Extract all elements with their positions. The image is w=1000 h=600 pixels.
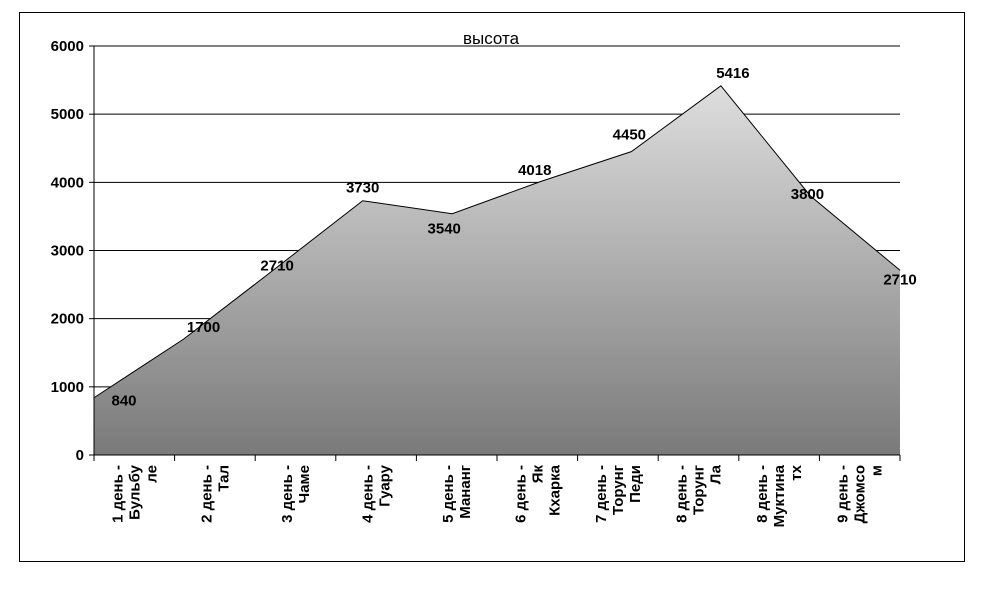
x-tick-label: 6 день - (512, 465, 529, 523)
x-tick-label: Торунг (610, 465, 627, 515)
data-label: 3800 (791, 186, 824, 203)
area-fill (94, 85, 900, 456)
data-label: 840 (111, 393, 136, 410)
x-tick-label: тх (788, 464, 805, 480)
series-line (93, 85, 901, 399)
x-tick-label: 3 день - (279, 465, 296, 523)
x-tick-label: 2 день - (198, 465, 215, 523)
x-tick-label: Ла (708, 464, 725, 484)
x-tick-label: Тал (215, 465, 232, 492)
x-tick-label: 1 день - (109, 465, 126, 523)
x-tick-label: 5 день - (440, 465, 457, 523)
data-label: 1700 (187, 319, 220, 336)
y-tick-label: 3000 (51, 243, 84, 260)
y-tick-label: 0 (76, 447, 84, 464)
data-label: 3540 (428, 221, 461, 238)
x-tick-label: Муктина (771, 464, 788, 527)
x-tick-label: м (869, 465, 886, 476)
y-tick-label: 1000 (51, 379, 84, 396)
x-tick-label: Чаме (296, 465, 313, 503)
y-tick-label: 6000 (51, 38, 84, 55)
x-tick-label: Торунг (691, 465, 708, 515)
chart-title: высота (463, 29, 520, 48)
x-tick-label: Кхарка (546, 464, 563, 516)
x-tick-label: 4 день - (360, 465, 377, 523)
data-label: 2710 (260, 257, 293, 274)
x-tick-label: Джомсо (852, 465, 869, 523)
y-tick-label: 2000 (51, 311, 84, 328)
x-tick-label: Бульбу (126, 464, 143, 520)
data-label: 4450 (613, 127, 646, 144)
x-tick-label: Мананг (457, 465, 474, 519)
x-tick-label: 8 день - (754, 465, 771, 523)
x-tick-label: Як (529, 465, 546, 484)
y-tick-label: 4000 (51, 174, 84, 191)
x-tick-label: 7 день - (593, 465, 610, 523)
y-tick-label: 5000 (51, 106, 84, 123)
x-tick-label: Педи (627, 465, 644, 503)
x-tick-label: 8 день - (674, 465, 691, 523)
data-label: 4018 (518, 162, 551, 179)
data-label: 3730 (346, 180, 379, 197)
x-tick-label: ле (143, 465, 160, 483)
data-label: 2710 (883, 271, 916, 288)
data-label: 5416 (716, 65, 749, 82)
x-tick-label: Гуару (377, 464, 394, 506)
x-tick-label: 9 день - (835, 465, 852, 523)
